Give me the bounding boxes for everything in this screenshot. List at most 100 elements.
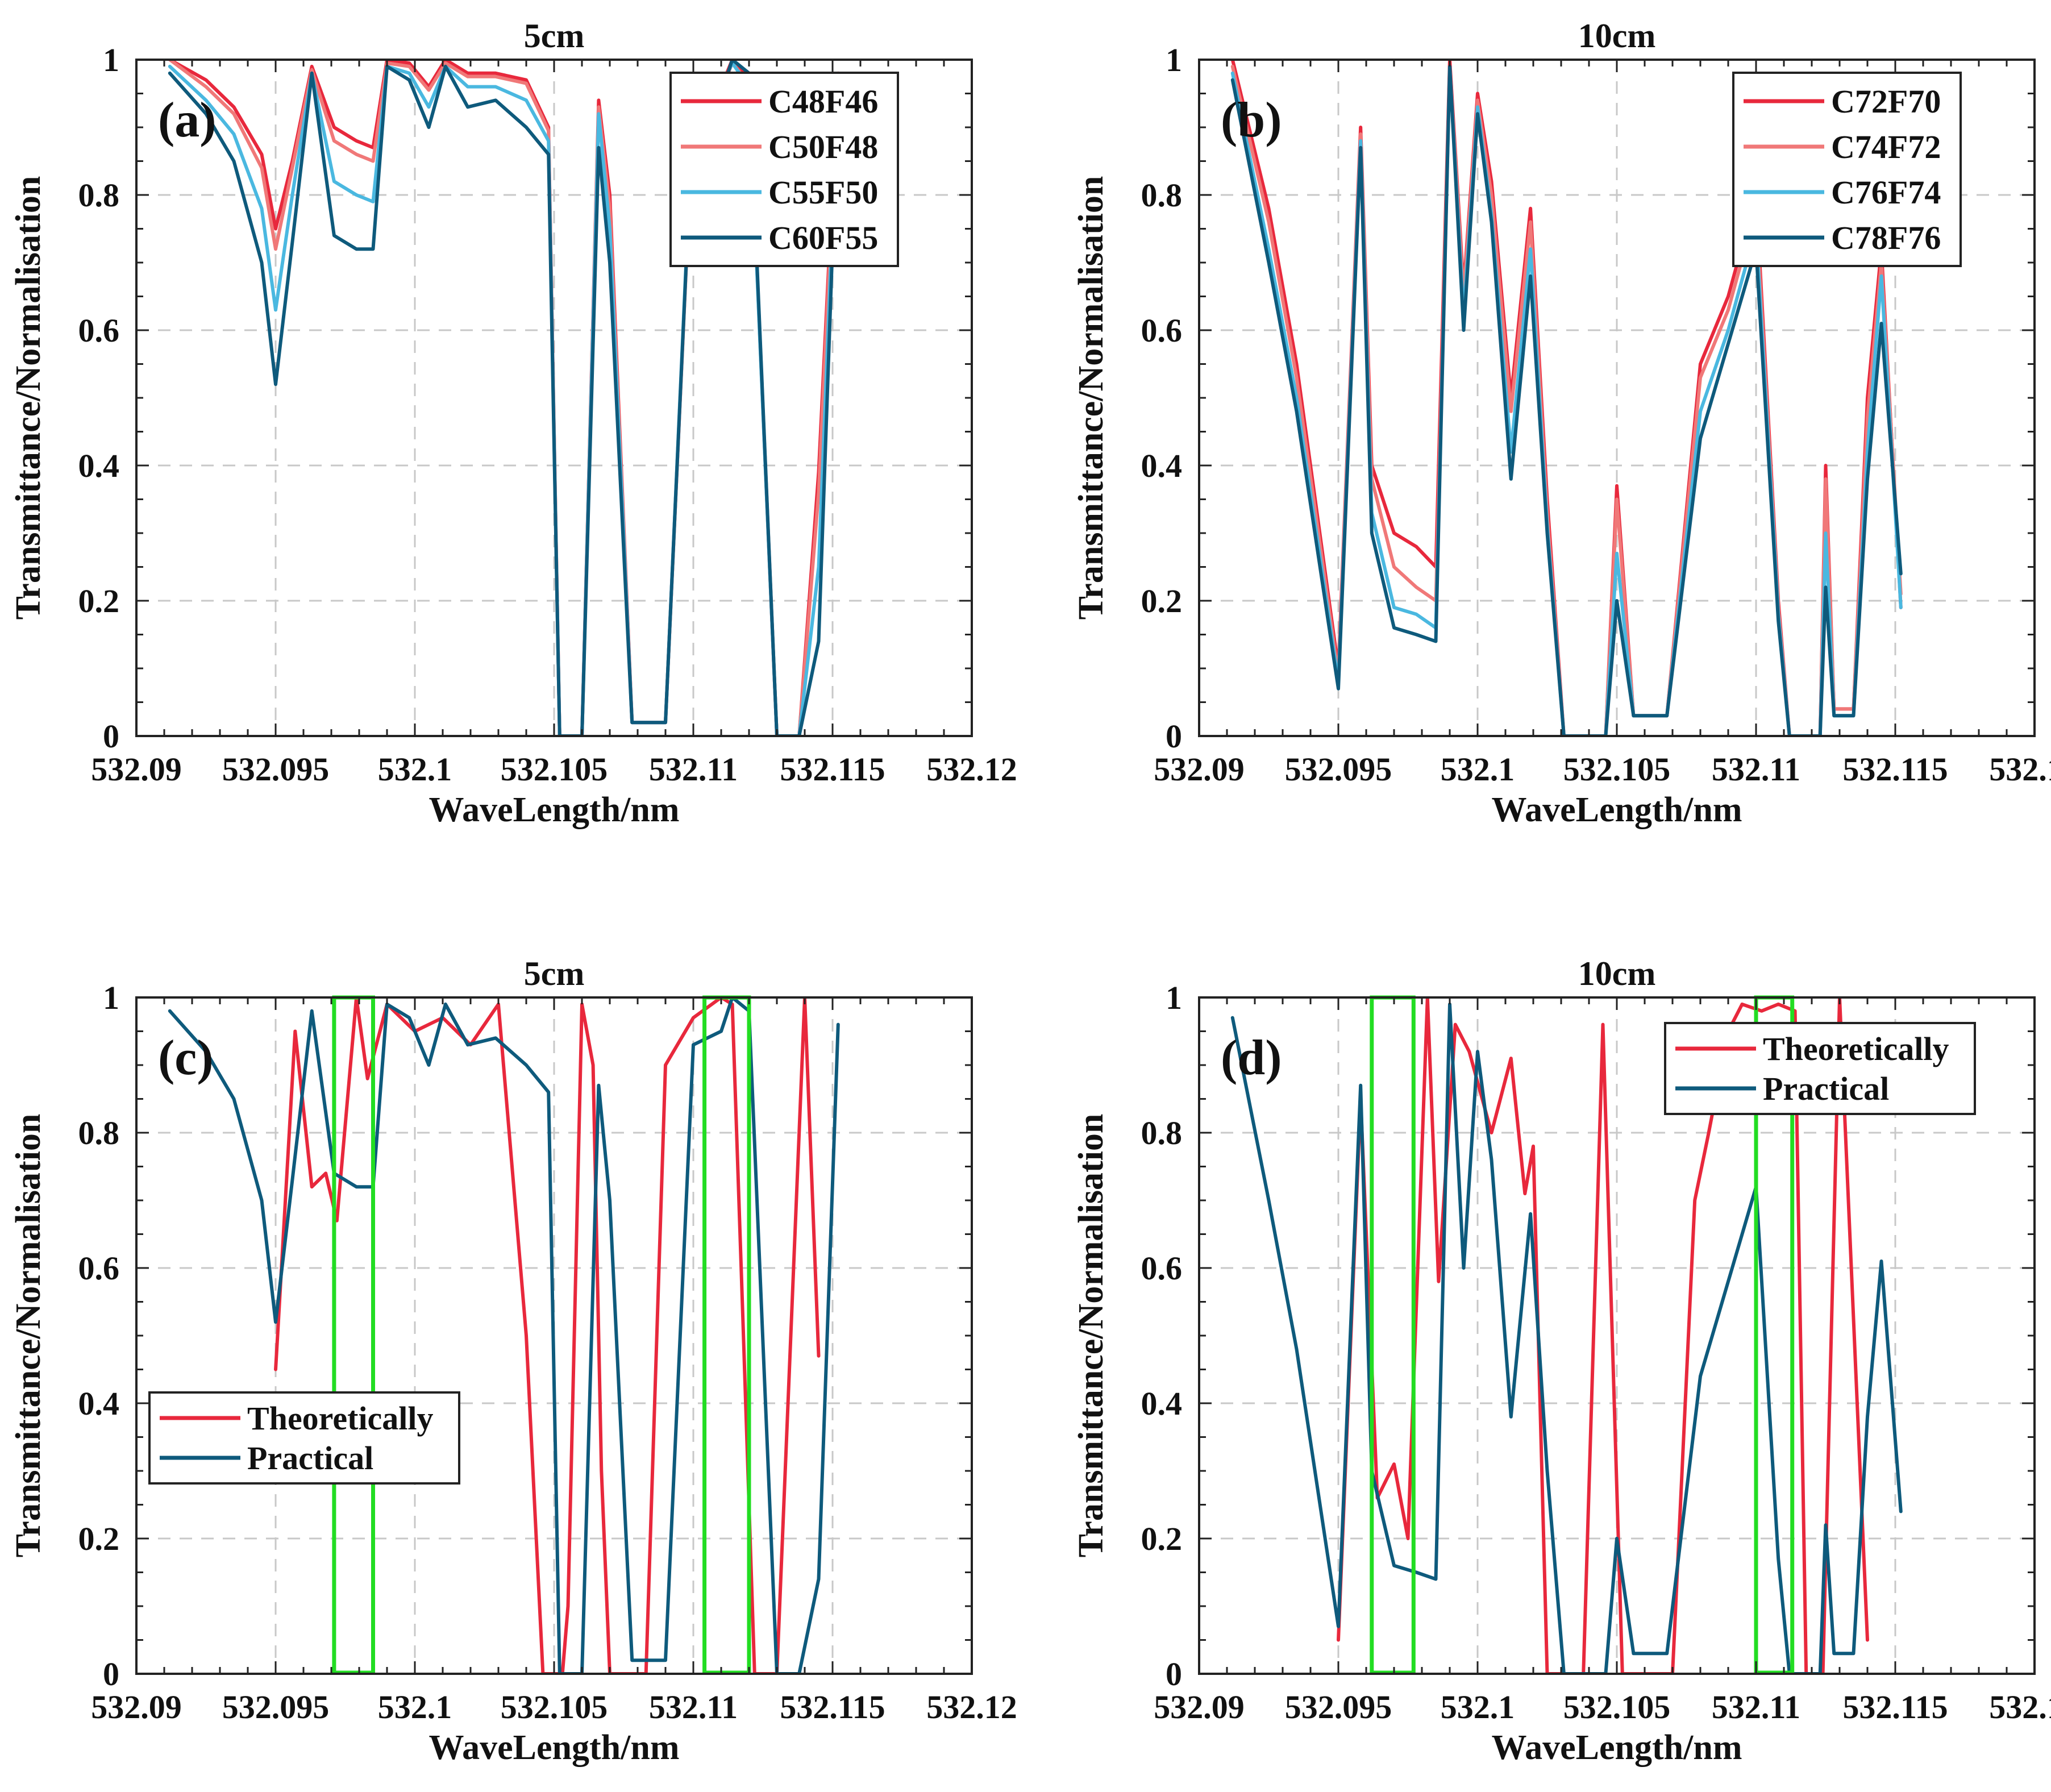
x-tick-label: 532.105 bbox=[501, 751, 608, 788]
legend-label: Theoretically bbox=[1763, 1030, 1949, 1067]
chart-title: 10cm bbox=[1578, 17, 1656, 55]
series-line-C60F55 bbox=[168, 60, 840, 736]
x-tick-label: 532.105 bbox=[501, 1689, 608, 1726]
legend-label: C55F50 bbox=[768, 174, 878, 211]
series-group bbox=[1230, 60, 1903, 736]
series-line-Practical bbox=[168, 997, 840, 1674]
legend-label: C78F76 bbox=[1831, 219, 1941, 256]
y-tick-label: 0.4 bbox=[1141, 1385, 1183, 1422]
legend-label: Theoretically bbox=[247, 1400, 434, 1437]
y-tick-label: 0 bbox=[103, 718, 119, 755]
panel-label: (d) bbox=[1221, 1030, 1282, 1086]
y-tick-label: 0 bbox=[103, 1656, 119, 1693]
y-axis-label: Transmittance/Normalisation bbox=[1072, 176, 1110, 620]
legend-label: Practical bbox=[247, 1440, 373, 1477]
panel-a: 532.09 532.095 532.1 532.105 532.11 532.115 53… bbox=[9, 17, 1017, 829]
x-axis-label: WaveLength/nm bbox=[1492, 791, 1742, 829]
panel-b: 532.09 532.095 532.1 532.105 532.11 532.115 53… bbox=[1072, 17, 2051, 829]
legend: C72F70 C74F72 C76F74 C78F76 bbox=[1732, 72, 1962, 267]
x-tick-label: 532.11 bbox=[1712, 1689, 1800, 1726]
x-axis-label: WaveLength/nm bbox=[429, 791, 680, 829]
x-tick-label: 532.09 bbox=[1154, 751, 1245, 788]
x-tick-label: 532.095 bbox=[222, 751, 330, 788]
series-group bbox=[1230, 997, 1903, 1674]
chart-title: 5cm bbox=[524, 17, 585, 55]
x-tick-label: 532.095 bbox=[1285, 751, 1392, 788]
y-axis-label: Transmittance/Normalisation bbox=[1072, 1114, 1110, 1558]
legend-label: C50F48 bbox=[768, 128, 878, 165]
x-tick-label: 532.11 bbox=[649, 1689, 738, 1726]
y-tick-label: 0.4 bbox=[78, 447, 120, 484]
x-tick-label: 532.09 bbox=[91, 751, 182, 788]
x-tick-label: 532.09 bbox=[91, 1689, 182, 1726]
x-tick-label: 532.095 bbox=[1285, 1689, 1392, 1726]
x-tick-label: 532.1 bbox=[1441, 751, 1515, 788]
y-tick-label: 1 bbox=[103, 979, 119, 1016]
x-tick-label: 532.115 bbox=[1842, 1689, 1948, 1726]
y-tick-label: 0.6 bbox=[1141, 1250, 1183, 1287]
y-tick-label: 0.4 bbox=[1141, 447, 1183, 484]
x-tick-label: 532.12 bbox=[926, 1689, 1017, 1726]
y-tick-label: 1 bbox=[103, 41, 119, 78]
panel-label: (b) bbox=[1221, 93, 1282, 148]
panel-c: 532.09 532.095 532.1 532.105 532.11 532.115 53… bbox=[9, 955, 1017, 1767]
x-tick-label: 532.12 bbox=[1989, 751, 2051, 788]
y-tick-label: 0.2 bbox=[78, 583, 120, 619]
x-tick-label: 532.1 bbox=[378, 1689, 452, 1726]
y-tick-label: 0.6 bbox=[78, 1250, 120, 1287]
series-line-Practical bbox=[1230, 1002, 1903, 1674]
x-axis-label: WaveLength/nm bbox=[429, 1728, 680, 1767]
series-line-C78F76 bbox=[1230, 64, 1903, 736]
x-tick-label: 532.105 bbox=[1563, 1689, 1671, 1726]
legend-box bbox=[669, 72, 899, 267]
x-tick-label: 532.1 bbox=[378, 751, 452, 788]
legend-box bbox=[1664, 1022, 1976, 1115]
x-tick-label: 532.11 bbox=[1712, 751, 1800, 788]
panel-label: (a) bbox=[158, 93, 217, 148]
chart-title: 5cm bbox=[524, 955, 585, 992]
x-tick-label: 532.11 bbox=[649, 751, 738, 788]
x-tick-label: 532.105 bbox=[1563, 751, 1671, 788]
legend-label: C74F72 bbox=[1831, 128, 1941, 165]
y-tick-label: 0.8 bbox=[78, 1115, 120, 1151]
legend-label: C60F55 bbox=[768, 219, 878, 256]
y-tick-label: 0.6 bbox=[78, 312, 120, 349]
series-line-Theoretically bbox=[1337, 997, 1869, 1674]
legend: C48F46 C50F48 C55F50 C60F55 bbox=[669, 72, 899, 267]
y-axis-label: Transmittance/Normalisation bbox=[9, 1114, 48, 1558]
x-axis-label: WaveLength/nm bbox=[1492, 1728, 1742, 1767]
x-tick-label: 532.09 bbox=[1154, 1689, 1245, 1726]
x-tick-label: 532.12 bbox=[1989, 1689, 2051, 1726]
x-tick-label: 532.12 bbox=[926, 751, 1017, 788]
y-tick-label: 0.8 bbox=[1141, 177, 1183, 214]
y-tick-label: 0.8 bbox=[1141, 1115, 1183, 1151]
panel-label: (c) bbox=[158, 1030, 214, 1086]
legend-label: C48F46 bbox=[768, 83, 878, 120]
y-tick-label: 0 bbox=[1166, 718, 1182, 755]
y-axis-label: Transmittance/Normalisation bbox=[9, 176, 48, 620]
x-tick-label: 532.115 bbox=[1842, 751, 1948, 788]
y-tick-label: 0.2 bbox=[1141, 1520, 1183, 1557]
y-tick-label: 1 bbox=[1166, 979, 1182, 1016]
y-tick-label: 0.6 bbox=[1141, 312, 1183, 349]
y-tick-label: 1 bbox=[1166, 41, 1182, 78]
panel-d: 532.09 532.095 532.1 532.105 532.11 532.115 53… bbox=[1072, 955, 2051, 1767]
y-tick-label: 0.4 bbox=[78, 1385, 120, 1422]
y-tick-label: 0 bbox=[1166, 1656, 1182, 1693]
x-tick-label: 532.1 bbox=[1441, 1689, 1515, 1726]
legend-label: Practical bbox=[1763, 1070, 1889, 1107]
x-tick-label: 532.115 bbox=[780, 1689, 885, 1726]
y-tick-label: 0.2 bbox=[78, 1520, 120, 1557]
legend-box bbox=[148, 1391, 460, 1485]
legend-label: C72F70 bbox=[1831, 83, 1941, 120]
legend-box bbox=[1732, 72, 1962, 267]
series-group bbox=[168, 997, 840, 1674]
y-tick-label: 0.2 bbox=[1141, 583, 1183, 619]
legend-label: C76F74 bbox=[1831, 174, 1941, 211]
y-tick-label: 0.8 bbox=[78, 177, 120, 214]
chart-title: 10cm bbox=[1578, 955, 1656, 992]
x-tick-label: 532.115 bbox=[780, 751, 885, 788]
